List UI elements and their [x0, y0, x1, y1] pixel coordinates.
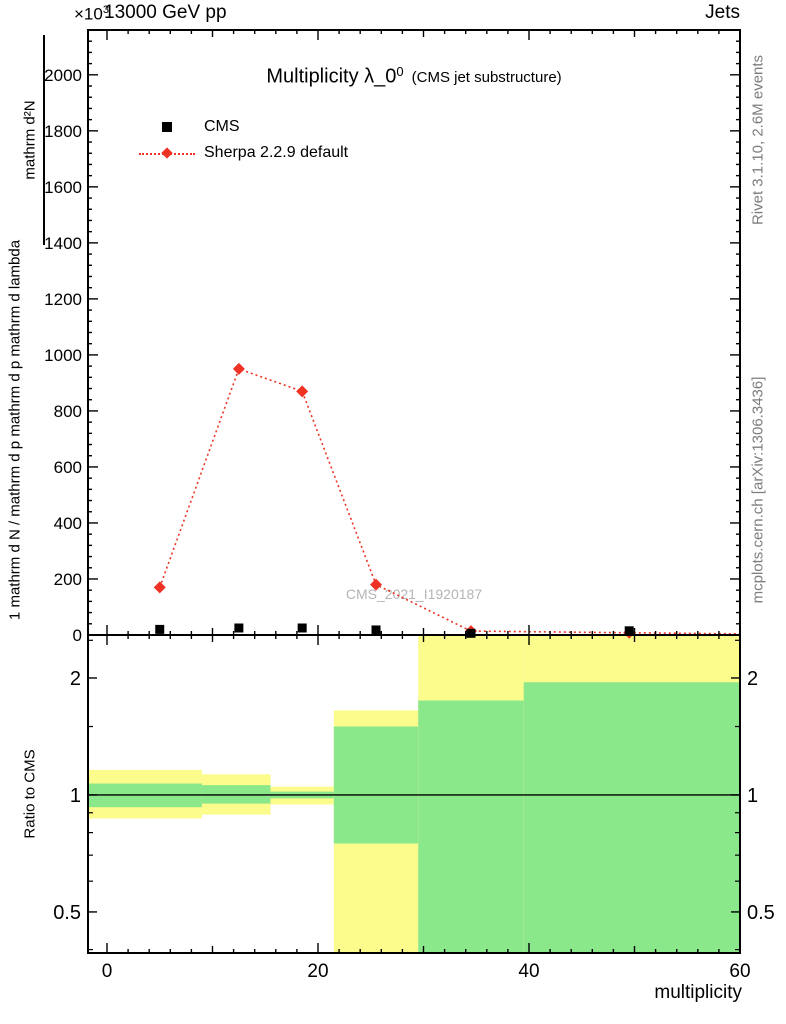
sherpa-marker [153, 581, 166, 594]
cms-marker [297, 623, 307, 633]
main-ytick-label: 200 [54, 570, 82, 589]
beam-energy-label: 13000 GeV pp [104, 2, 227, 23]
cms-square-marker-icon [138, 122, 196, 132]
main-ytick-label: 800 [54, 402, 82, 421]
ratio-band-green [418, 700, 524, 953]
main-ytick-label: 400 [54, 514, 82, 533]
legend-label-cms: CMS [204, 118, 240, 135]
cms-marker [234, 623, 244, 633]
plot-title-note: (CMS jet substructure) [411, 69, 562, 87]
main-frame [87, 29, 741, 636]
y-axis-fraction-bar [43, 35, 45, 245]
main-ytick-label: 1000 [44, 346, 82, 365]
ratio-ytick-label: 1 [747, 785, 758, 807]
y-axis-scale-factor: ×103 [74, 4, 109, 24]
ratio-ytick-label: 0.5 [53, 902, 81, 924]
sherpa-marker [232, 362, 245, 375]
legend-label-sherpa: Sherpa 2.2.9 default [204, 144, 349, 161]
main-ytick-label: 1600 [44, 178, 82, 197]
main-ytick-label: 600 [54, 458, 82, 477]
cms-marker [624, 626, 634, 636]
sherpa-diamond-marker-icon [138, 147, 196, 159]
cms-marker [371, 625, 381, 635]
ratio-band-green [523, 682, 740, 953]
x-tick-label: 0 [102, 961, 113, 982]
legend-item-sherpa: Sherpa 2.2.9 default [138, 140, 348, 166]
plot-title: Multiplicity λ_00 (CMS jet substructure) [266, 64, 561, 88]
main-ytick-label: 0 [73, 626, 82, 645]
sherpa-marker [296, 385, 309, 398]
ratio-ytick-label: 2 [747, 668, 758, 690]
cms-marker [466, 628, 476, 638]
sherpa-line [158, 367, 741, 635]
x-tick-label: 20 [307, 961, 328, 982]
cms-marker [155, 624, 165, 634]
legend: CMS Sherpa 2.2.9 default [138, 114, 348, 166]
x-axis-label: multiplicity [654, 982, 742, 1003]
ratio-frame [87, 634, 741, 954]
legend-item-cms: CMS [138, 114, 348, 140]
ratio-ytick-label: 0.5 [747, 902, 775, 924]
main-ytick-label: 1200 [44, 290, 82, 309]
ratio-band-green [333, 726, 419, 844]
sherpa-marker [370, 578, 383, 591]
x-tick-label: 40 [518, 961, 539, 982]
analysis-group-label: Jets [705, 2, 740, 23]
plot-title-main: Multiplicity λ_0 [266, 65, 397, 88]
main-ytick-label: 1800 [44, 122, 82, 141]
plot-title-superscript: 0 [396, 64, 404, 79]
scale-exponent: 3 [102, 4, 109, 16]
watermark-text: CMS_2021_I1920187 [345, 586, 483, 602]
ratio-ytick-label: 1 [70, 785, 81, 807]
main-ytick-label: 2000 [44, 66, 82, 85]
x-tick-label: 60 [729, 961, 750, 982]
ratio-ytick-label: 2 [70, 668, 81, 690]
main-ytick-label: 1400 [44, 234, 82, 253]
